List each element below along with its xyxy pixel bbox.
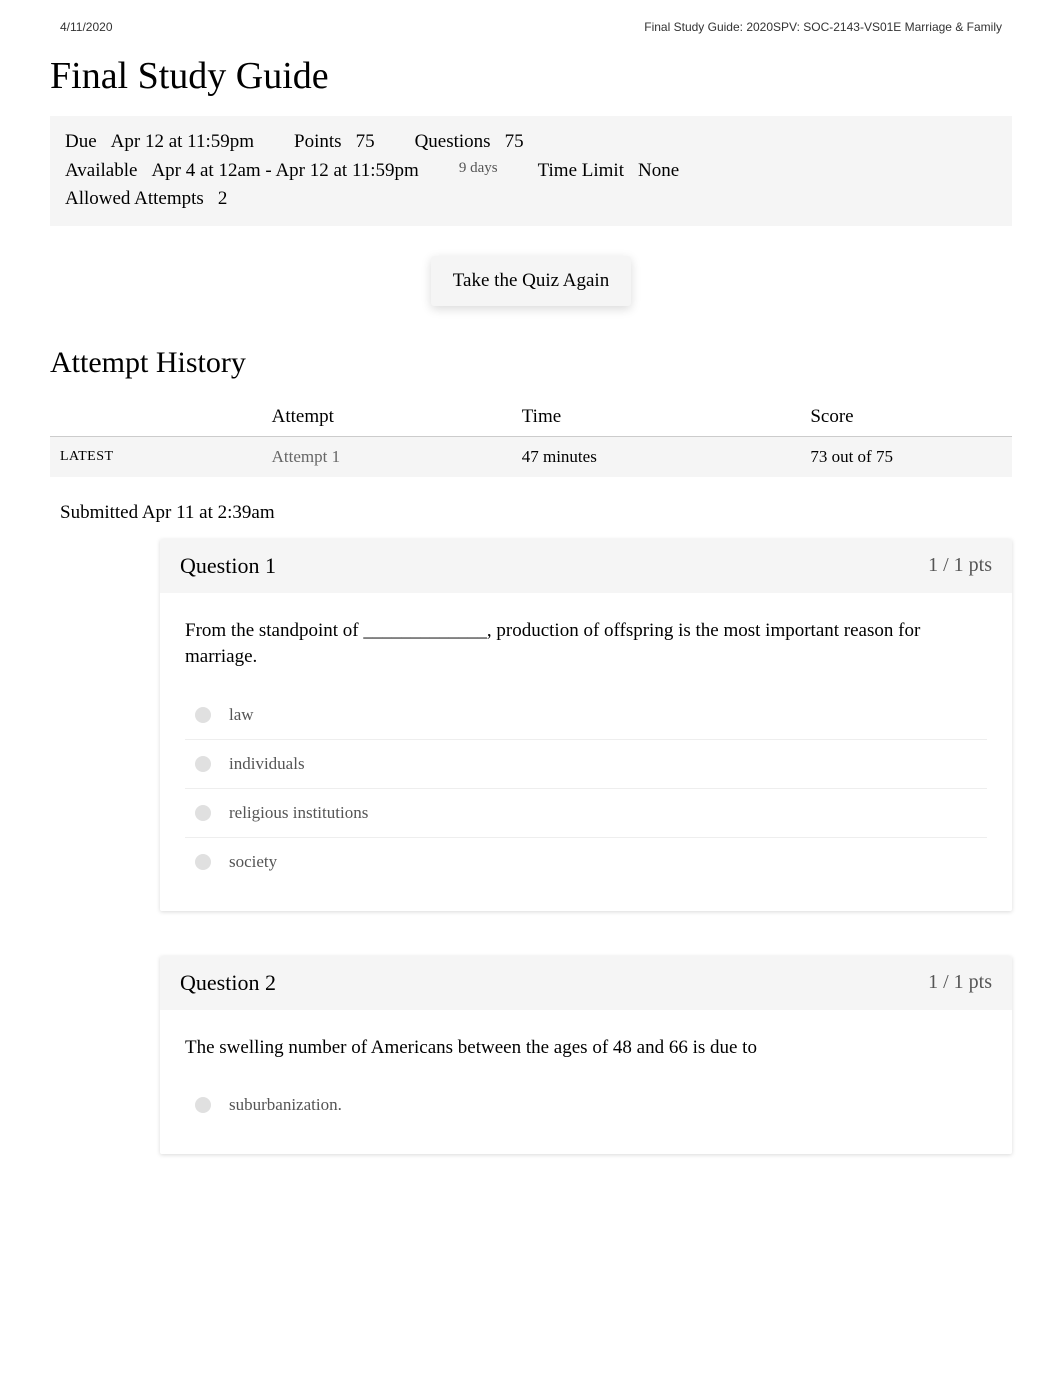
attempt-history-heading: Attempt History [50, 346, 1012, 380]
col-attempt: Attempt [262, 398, 512, 437]
radio-icon [195, 1097, 211, 1113]
row-time: 47 minutes [512, 436, 801, 477]
question-title: Question 1 [180, 553, 276, 579]
col-score: Score [800, 398, 1012, 437]
answer-text: law [229, 705, 254, 725]
questions-label: Questions [415, 128, 491, 157]
correct-annotation: Correct! [160, 852, 175, 869]
available-note: 9 days [459, 157, 498, 186]
answer-option: law [185, 691, 987, 739]
row-tag: LATEST [50, 436, 262, 477]
print-header: 4/11/2020 Final Study Guide: 2020SPV: SO… [50, 20, 1012, 34]
attempts-label: Allowed Attempts [65, 185, 204, 214]
attempts-value: 2 [218, 185, 228, 214]
answer-option: Correct! society [185, 837, 987, 886]
answer-option: religious institutions [185, 788, 987, 837]
answer-text: individuals [229, 754, 305, 774]
points-value: 75 [356, 128, 375, 157]
answer-option: individuals [185, 739, 987, 788]
answer-text: suburbanization. [229, 1095, 342, 1115]
question-prompt: The swelling number of Americans between… [160, 1010, 1012, 1077]
col-time: Time [512, 398, 801, 437]
submitted-text: Submitted Apr 11 at 2:39am [60, 502, 1012, 524]
available-value: Apr 4 at 12am - Apr 12 at 11:59pm [151, 157, 418, 186]
radio-icon [195, 756, 211, 772]
answer-text: society [229, 852, 277, 872]
question-points: 1 / 1 pts [928, 971, 992, 994]
questions-value: 75 [505, 128, 524, 157]
attempt-link[interactable]: Attempt 1 [272, 447, 340, 466]
col-blank [50, 398, 262, 437]
table-row: LATEST Attempt 1 47 minutes 73 out of 75 [50, 436, 1012, 477]
question-prompt: From the standpoint of _____________, pr… [160, 593, 1012, 686]
page-title: Final Study Guide [50, 54, 1012, 98]
available-label: Available [65, 157, 137, 186]
question-block-1: Question 1 1 / 1 pts From the standpoint… [160, 539, 1012, 911]
answer-option: suburbanization. [185, 1081, 987, 1129]
question-points: 1 / 1 pts [928, 554, 992, 577]
print-date: 4/11/2020 [60, 20, 113, 34]
print-title: Final Study Guide: 2020SPV: SOC-2143-VS0… [644, 20, 1002, 34]
attempt-history-table: Attempt Time Score LATEST Attempt 1 47 m… [50, 398, 1012, 477]
radio-icon [195, 854, 211, 870]
points-label: Points [294, 128, 342, 157]
question-title: Question 2 [180, 970, 276, 996]
radio-icon [195, 707, 211, 723]
quiz-meta: Due Apr 12 at 11:59pm Points 75 Question… [50, 116, 1012, 226]
timelimit-label: Time Limit [538, 157, 624, 186]
question-block-2: Question 2 1 / 1 pts The swelling number… [160, 956, 1012, 1155]
due-label: Due [65, 128, 97, 157]
row-score: 73 out of 75 [800, 436, 1012, 477]
answer-text: religious institutions [229, 803, 368, 823]
radio-icon [195, 805, 211, 821]
take-quiz-again-button[interactable]: Take the Quiz Again [431, 256, 631, 306]
due-value: Apr 12 at 11:59pm [111, 128, 254, 157]
timelimit-value: None [638, 157, 679, 186]
